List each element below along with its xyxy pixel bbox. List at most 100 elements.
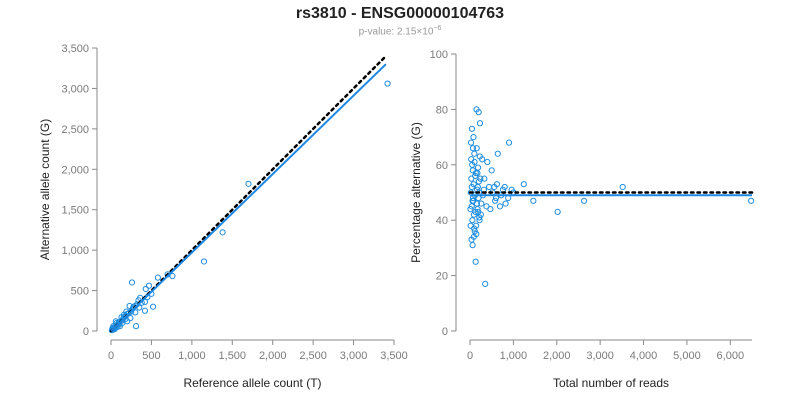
right-data-point [469, 145, 477, 152]
right-data-point [488, 167, 495, 174]
right-data-point [471, 150, 478, 157]
left-x-tick-label: 3,500 [380, 350, 408, 362]
left-x-tick-label: 1,500 [219, 350, 247, 362]
right-data-point [473, 106, 480, 113]
right-y-tick-label: 0 [442, 326, 448, 338]
left-data-point [132, 323, 140, 330]
left-fit-line [110, 63, 387, 332]
right-data-point [468, 175, 475, 182]
right-data-point [476, 217, 483, 224]
chart-title: rs3810 - ENSG00000104763 [295, 5, 505, 22]
right-x-tick-label: 2,000 [543, 350, 571, 362]
left-data-point [245, 180, 252, 187]
left-data-point [142, 285, 149, 293]
left-data-point [141, 307, 149, 314]
right-data-point [470, 134, 477, 141]
right-data-point [619, 183, 626, 191]
right-data-point [477, 175, 484, 182]
right-data-point [748, 197, 755, 204]
right-x-axis-title: Total number of reads [553, 376, 669, 390]
right-data-point [467, 206, 474, 213]
right-data-point [492, 197, 499, 204]
right-data-point [485, 183, 493, 191]
right-data-point [470, 233, 477, 240]
right-y-axis-title: Percentage alternative (G) [409, 122, 423, 263]
left-x-tick-label: 2,500 [299, 350, 327, 362]
right-y-tick-label: 80 [436, 104, 448, 116]
right-data-point [502, 200, 509, 207]
left-y-tick-label: 0 [83, 326, 89, 338]
right-data-point [478, 200, 485, 207]
right-data-point [475, 208, 482, 215]
subtitle-exponent: −6 [433, 25, 442, 32]
right-x-tick-label: 3,000 [586, 350, 614, 362]
right-data-point [581, 197, 588, 204]
left-data-point [200, 258, 208, 265]
right-data-point [469, 217, 476, 224]
right-data-point [473, 145, 480, 152]
right-data-point [469, 242, 476, 249]
right-y-tick-label: 20 [436, 271, 448, 283]
right-data-point [474, 206, 481, 213]
right-data-point [476, 153, 483, 160]
left-y-tick-label: 1,500 [61, 205, 89, 217]
left-x-tick-label: 3,000 [340, 350, 368, 362]
left-data-point [126, 302, 133, 310]
right-x-tick-label: 1,000 [500, 350, 528, 362]
left-y-tick-label: 3,500 [61, 43, 89, 55]
right-x-tick-label: 5,000 [673, 350, 701, 362]
right-x-tick-label: 6,000 [717, 350, 745, 362]
right-data-point [494, 150, 501, 157]
left-data-point [132, 309, 139, 316]
right-data-point [468, 156, 475, 163]
right-data-point [520, 181, 527, 188]
left-x-tick-label: 0 [108, 350, 114, 362]
left-y-tick-label: 1,000 [61, 245, 89, 257]
right-data-point [467, 139, 475, 146]
right-data-point [467, 222, 474, 229]
left-data-point [384, 80, 391, 87]
left-y-tick-label: 500 [71, 286, 89, 298]
right-x-tick-label: 0 [467, 350, 473, 362]
right-data-point [483, 203, 490, 210]
right-x-tick-label: 4,000 [630, 350, 658, 362]
right-data-point [505, 139, 513, 146]
left-y-tick-label: 2,000 [61, 164, 89, 176]
left-data-point [145, 282, 153, 289]
right-data-point [493, 181, 500, 188]
right-data-point [481, 175, 488, 182]
right-data-point [496, 203, 504, 210]
right-data-point [474, 170, 481, 177]
right-data-point [476, 120, 484, 127]
right-data-point [468, 125, 476, 132]
right-data-point [554, 208, 561, 215]
left-x-tick-label: 500 [142, 350, 160, 362]
right-data-point [469, 197, 476, 204]
right-data-point [474, 183, 481, 191]
left-y-tick-label: 3,000 [61, 83, 89, 95]
left-data-point [154, 274, 161, 281]
right-data-point [482, 280, 489, 288]
right-data-point [468, 183, 475, 191]
right-y-tick-label: 60 [436, 160, 448, 172]
right-y-tick-label: 40 [436, 215, 448, 227]
left-x-tick-label: 2,000 [259, 350, 287, 362]
left-data-point [136, 304, 143, 311]
left-y-axis-title: Alternative allele count (G) [38, 119, 52, 260]
subtitle-text: p-value: 2.15×10 [358, 26, 434, 38]
left-data-point [149, 303, 157, 310]
left-data-point [219, 229, 226, 236]
right-data-point [472, 258, 479, 265]
left-y-tick-label: 2,500 [61, 124, 89, 136]
right-data-point [476, 214, 483, 221]
right-data-point [501, 183, 508, 191]
left-x-axis-title: Reference allele count (T) [183, 376, 321, 390]
left-data-point [128, 279, 136, 286]
right-data-point [474, 164, 482, 171]
left-x-tick-label: 1,000 [178, 350, 206, 362]
right-data-point [530, 197, 537, 204]
chart-subtitle: p-value: 2.15×10−6 [0, 25, 800, 37]
